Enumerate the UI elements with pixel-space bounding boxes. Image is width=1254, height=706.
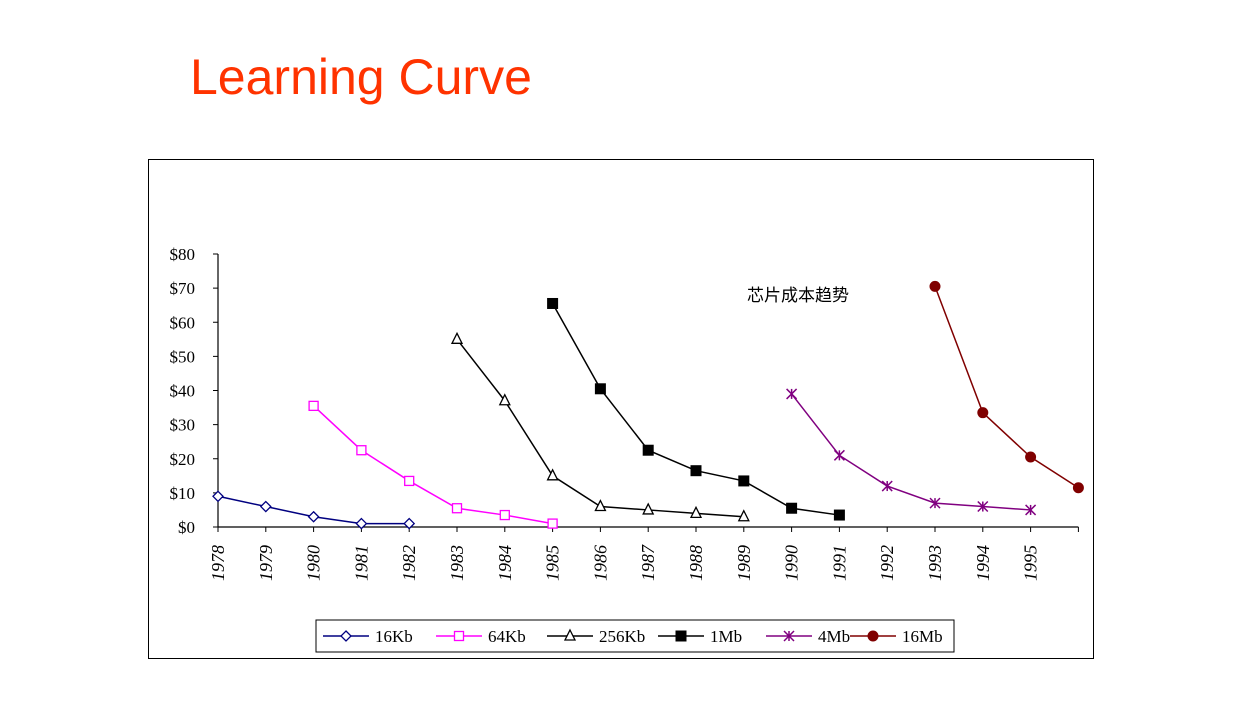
data-point: [867, 630, 879, 642]
y-tick-label: $70: [170, 279, 196, 298]
data-point: [355, 517, 368, 530]
x-tick-label: 1984: [495, 545, 515, 581]
data-point: [929, 280, 941, 292]
data-point: [689, 505, 703, 519]
data-point: [737, 509, 750, 522]
data-point: [675, 630, 687, 642]
x-tick-label: 1986: [590, 545, 610, 581]
legend-item-256kb: 256Kb: [547, 627, 645, 646]
data-point: [929, 497, 941, 509]
data-point: [403, 517, 416, 530]
y-tick-label: $40: [170, 382, 196, 401]
chart-annotation: 芯片成本趋势: [747, 286, 849, 306]
chart-canvas: $0 $10 $20 $30 $40 $50 $60 $70 $80 1978 1979 1980 19…: [170, 245, 1084, 653]
data-point: [881, 480, 893, 492]
x-tick-label: 1981: [351, 545, 371, 581]
y-tick-label: $10: [170, 484, 196, 503]
data-point: [786, 388, 798, 400]
legend-label: 1Mb: [710, 627, 742, 646]
x-tick-label: 1991: [829, 545, 849, 581]
y-tick-label: $0: [178, 518, 195, 537]
y-tick-label: $60: [170, 313, 196, 332]
series-16mb: [929, 280, 1084, 494]
data-point: [499, 509, 510, 521]
x-tick-label: 1979: [256, 545, 276, 581]
x-tick-label: 1983: [447, 545, 467, 581]
x-tick-label: 1995: [1021, 545, 1041, 581]
legend-item-64kb: 64Kb: [436, 627, 526, 646]
series-256kb: [450, 331, 750, 522]
data-point: [1072, 482, 1084, 494]
chart-axes: $0 $10 $20 $30 $40 $50 $60 $70 $80 1978 1979 1980 19…: [170, 245, 1079, 581]
y-tick-label: $50: [170, 347, 196, 366]
chart-legend: 16Kb 64Kb 256Kb 1Mb 4Mb 16Mb: [315, 619, 955, 653]
legend-label: 4Mb: [818, 627, 850, 646]
data-point: [547, 518, 558, 529]
data-point: [786, 502, 798, 514]
data-point: [546, 468, 559, 481]
data-point: [356, 445, 367, 456]
chart-frame: $0 $10 $20 $30 $40 $50 $60 $70 $80 1978 1979 1980 19…: [148, 159, 1094, 659]
chart-series: [212, 280, 1084, 530]
data-point: [594, 499, 607, 512]
data-point: [594, 383, 606, 395]
series-1mb: [547, 297, 845, 521]
data-point: [563, 628, 577, 641]
legend-label: 16Mb: [902, 627, 943, 646]
data-point: [977, 500, 989, 513]
x-tick-label: 1993: [925, 545, 945, 581]
data-point: [404, 475, 415, 487]
legend-label: 256Kb: [599, 627, 645, 646]
data-point: [450, 331, 464, 344]
series-line: [934, 286, 1079, 489]
series-line: [791, 393, 1031, 511]
legend-item-16mb: 16Mb: [850, 627, 943, 646]
data-point: [451, 503, 463, 514]
data-point: [1025, 504, 1037, 516]
data-point: [783, 630, 795, 642]
series-4mb: [786, 388, 1037, 516]
x-tick-label: 1988: [686, 545, 706, 581]
series-64kb: [308, 400, 558, 529]
data-point: [340, 630, 352, 642]
data-point: [642, 502, 655, 515]
series-line: [313, 405, 553, 525]
data-point: [1025, 451, 1037, 463]
data-point: [308, 400, 319, 412]
y-tick-label: $80: [170, 245, 196, 264]
y-tick-label: $20: [170, 450, 196, 469]
series-line: [456, 338, 744, 518]
legend-item-4mb: 4Mb: [766, 627, 850, 646]
x-tick-label: 1985: [543, 545, 563, 581]
series-line: [551, 303, 840, 516]
data-point: [498, 393, 511, 406]
data-point: [307, 510, 320, 523]
x-tick-label: 1980: [304, 545, 324, 581]
x-tick-label: 1978: [208, 545, 228, 581]
data-point: [259, 500, 272, 513]
legend-item-16kb: 16Kb: [323, 627, 413, 646]
data-point: [833, 509, 845, 521]
x-tick-label: 1994: [973, 545, 993, 581]
series-16kb: [212, 490, 416, 530]
legend-item-1mb: 1Mb: [658, 627, 742, 646]
y-tick-label: $30: [170, 416, 196, 435]
data-point: [642, 444, 654, 456]
x-tick-label: 1989: [734, 545, 754, 581]
data-point: [547, 297, 559, 309]
slide-title: Learning Curve: [190, 49, 532, 105]
data-point: [453, 630, 465, 642]
data-point: [690, 465, 702, 477]
x-tick-label: 1982: [399, 545, 419, 581]
data-point: [212, 490, 224, 503]
data-point: [977, 407, 989, 419]
legend-label: 64Kb: [488, 627, 526, 646]
legend-label: 16Kb: [375, 627, 413, 646]
x-tick-label: 1992: [877, 545, 897, 581]
data-point: [833, 449, 845, 461]
data-point: [738, 475, 750, 487]
x-tick-label: 1987: [638, 544, 658, 581]
x-tick-label: 1990: [782, 545, 802, 581]
legend-box: [315, 619, 955, 653]
